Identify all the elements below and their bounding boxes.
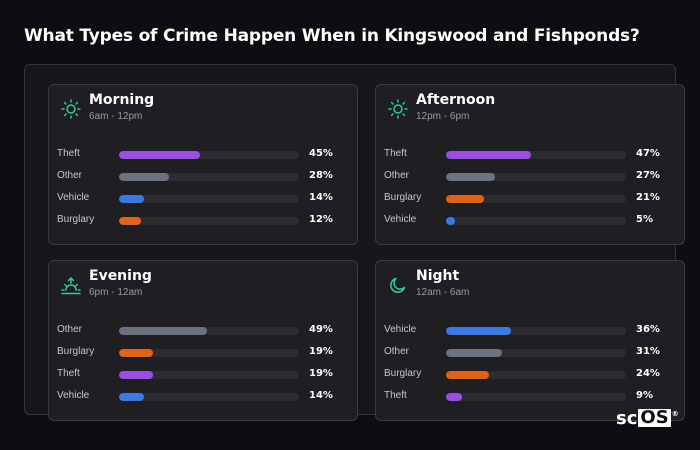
bar-track bbox=[446, 217, 626, 225]
bar-track bbox=[446, 371, 626, 379]
value-label: 36% bbox=[636, 324, 660, 335]
value-label: 28% bbox=[309, 170, 333, 181]
sun-icon bbox=[387, 98, 409, 120]
bar-vehicle bbox=[446, 217, 455, 225]
value-label: 19% bbox=[309, 346, 333, 357]
bar-row-burglary: Burglary 19% bbox=[57, 346, 357, 359]
panel-time-range: 6am - 12pm bbox=[89, 111, 143, 122]
category-label: Other bbox=[384, 346, 410, 357]
category-label: Theft bbox=[384, 390, 407, 401]
bar-track bbox=[446, 393, 626, 401]
panel-afternoon: Afternoon 12pm - 6pm Theft 47% Other 27% Burgl… bbox=[375, 84, 685, 245]
bar-track bbox=[446, 151, 626, 159]
category-label: Vehicle bbox=[57, 192, 90, 203]
category-label: Other bbox=[57, 324, 83, 335]
bar-other bbox=[446, 349, 502, 357]
category-label: Other bbox=[57, 170, 83, 181]
category-label: Vehicle bbox=[57, 390, 90, 401]
bar-track bbox=[446, 327, 626, 335]
category-label: Burglary bbox=[57, 346, 95, 357]
bar-theft bbox=[446, 393, 462, 401]
moon-icon bbox=[387, 274, 409, 296]
bar-burglary bbox=[446, 195, 484, 203]
bar-track bbox=[119, 371, 299, 379]
value-label: 5% bbox=[636, 214, 653, 225]
panel-morning: Morning 6am - 12pm Theft 45% Other 28% Vehicle… bbox=[48, 84, 358, 245]
bar-row-theft: Theft 47% bbox=[384, 148, 684, 161]
category-label: Vehicle bbox=[384, 324, 417, 335]
bar-row-vehicle: Vehicle 36% bbox=[384, 324, 684, 337]
bar-track bbox=[119, 195, 299, 203]
category-label: Burglary bbox=[384, 192, 422, 203]
category-label: Other bbox=[384, 170, 410, 181]
bar-track bbox=[446, 195, 626, 203]
value-label: 14% bbox=[309, 390, 333, 401]
bar-row-burglary: Burglary 12% bbox=[57, 214, 357, 227]
value-label: 14% bbox=[309, 192, 333, 203]
panel-night: Night 12am - 6am Vehicle 36% Other 31% Burglar… bbox=[375, 260, 685, 421]
bar-row-vehicle: Vehicle 5% bbox=[384, 214, 684, 227]
value-label: 9% bbox=[636, 390, 653, 401]
category-label: Theft bbox=[384, 148, 407, 159]
value-label: 24% bbox=[636, 368, 660, 379]
bar-row-theft: Theft 9% bbox=[384, 390, 684, 403]
bar-vehicle bbox=[119, 393, 144, 401]
bar-other bbox=[446, 173, 495, 181]
bar-row-other: Other 49% bbox=[57, 324, 357, 337]
bar-track bbox=[119, 173, 299, 181]
panel-time-range: 6pm - 12am bbox=[89, 287, 143, 298]
bar-theft bbox=[119, 371, 153, 379]
bar-burglary bbox=[446, 371, 489, 379]
bar-theft bbox=[119, 151, 200, 159]
bar-row-other: Other 31% bbox=[384, 346, 684, 359]
scos-logo: sc OS ® bbox=[616, 407, 679, 429]
category-label: Vehicle bbox=[384, 214, 417, 225]
value-label: 12% bbox=[309, 214, 333, 225]
bar-track bbox=[446, 349, 626, 357]
bar-burglary bbox=[119, 217, 141, 225]
bar-burglary bbox=[119, 349, 153, 357]
bar-track bbox=[446, 173, 626, 181]
bar-vehicle bbox=[119, 195, 144, 203]
panel-title: Afternoon bbox=[416, 92, 496, 108]
bar-row-other: Other 27% bbox=[384, 170, 684, 183]
page-title: What Types of Crime Happen When in Kings… bbox=[24, 26, 640, 46]
category-label: Theft bbox=[57, 148, 80, 159]
panel-time-range: 12am - 6am bbox=[416, 287, 470, 298]
bar-other bbox=[119, 327, 207, 335]
value-label: 49% bbox=[309, 324, 333, 335]
panel-title: Night bbox=[416, 268, 460, 284]
bar-track bbox=[119, 393, 299, 401]
bar-row-burglary: Burglary 24% bbox=[384, 368, 684, 381]
bar-track bbox=[119, 349, 299, 357]
bar-track bbox=[119, 217, 299, 225]
bar-track bbox=[119, 327, 299, 335]
bar-other bbox=[119, 173, 169, 181]
sunset-icon bbox=[60, 274, 82, 296]
value-label: 31% bbox=[636, 346, 660, 357]
category-label: Burglary bbox=[57, 214, 95, 225]
panel-title: Evening bbox=[89, 268, 152, 284]
bar-row-theft: Theft 19% bbox=[57, 368, 357, 381]
value-label: 21% bbox=[636, 192, 660, 203]
category-label: Theft bbox=[57, 368, 80, 379]
bar-row-vehicle: Vehicle 14% bbox=[57, 390, 357, 403]
bar-vehicle bbox=[446, 327, 511, 335]
category-label: Burglary bbox=[384, 368, 422, 379]
panel-time-range: 12pm - 6pm bbox=[416, 111, 470, 122]
sun-icon bbox=[60, 98, 82, 120]
bar-row-theft: Theft 45% bbox=[57, 148, 357, 161]
bar-row-other: Other 28% bbox=[57, 170, 357, 183]
bar-track bbox=[119, 151, 299, 159]
bar-theft bbox=[446, 151, 531, 159]
value-label: 45% bbox=[309, 148, 333, 159]
bar-row-vehicle: Vehicle 14% bbox=[57, 192, 357, 205]
panel-title: Morning bbox=[89, 92, 155, 108]
bar-row-burglary: Burglary 21% bbox=[384, 192, 684, 205]
value-label: 47% bbox=[636, 148, 660, 159]
value-label: 19% bbox=[309, 368, 333, 379]
panel-evening: Evening 6pm - 12am Other 49% Burglary 19% Thef… bbox=[48, 260, 358, 421]
value-label: 27% bbox=[636, 170, 660, 181]
